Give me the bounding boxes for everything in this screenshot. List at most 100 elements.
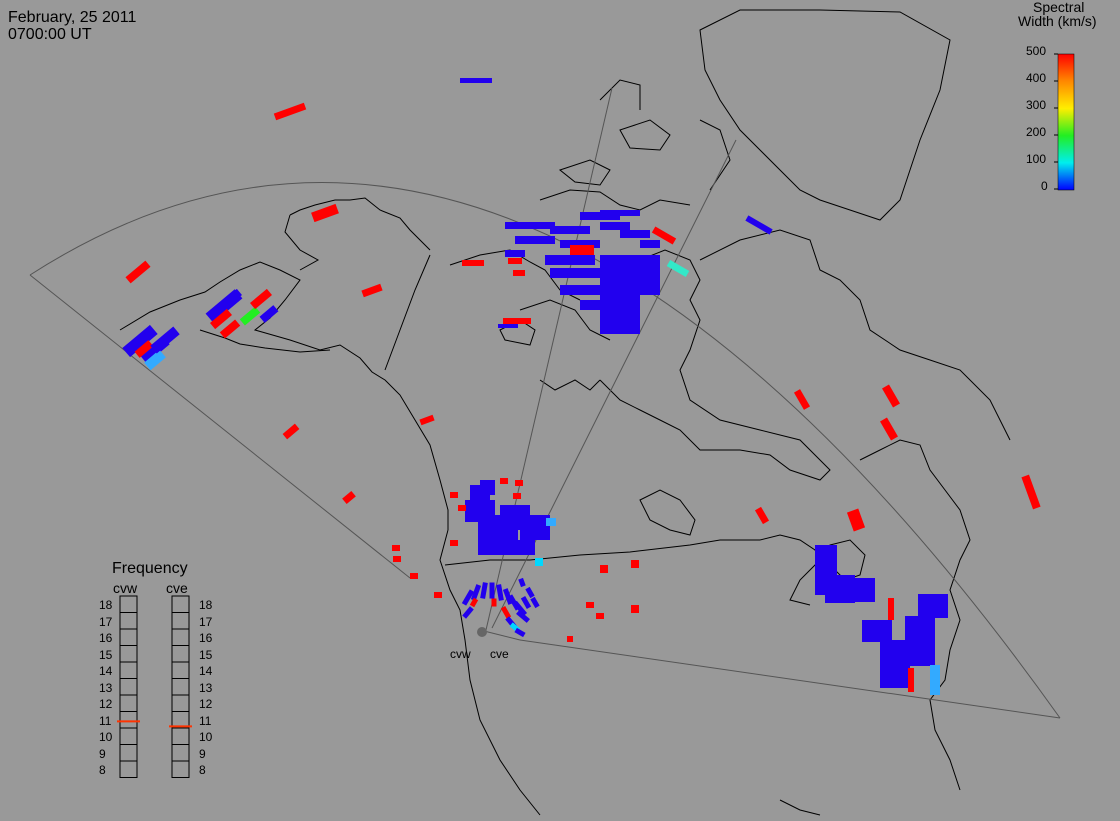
scatter-cell: [505, 222, 555, 229]
frequency-cell: [171, 628, 190, 646]
scatter-cell: [219, 319, 241, 339]
scatter-cell: [640, 240, 660, 248]
scatter-cell: [450, 540, 458, 546]
frequency-scale-label: 17: [199, 614, 213, 629]
frequency-scale-label: 15: [199, 647, 213, 662]
frequency-cell: [119, 760, 138, 778]
scatter-cell: [150, 326, 180, 354]
scatter-cell: [259, 305, 279, 323]
frequency-scale-label: 13: [199, 680, 213, 695]
colorbar-tick-label: 200: [1026, 125, 1047, 139]
colorbar-tick-label: 300: [1026, 98, 1047, 112]
frequency-scale-label: 18: [99, 598, 113, 612]
scatter-cell: [546, 518, 556, 526]
scatter-cell: [560, 240, 600, 248]
scatter-cell: [600, 290, 640, 334]
scatter-cell: [470, 584, 482, 601]
scatter-cell: [122, 324, 158, 358]
radar-label-cvw: cvw: [450, 647, 471, 661]
scatter-cell: [908, 668, 914, 692]
radar-label-cve: cve: [490, 647, 509, 661]
colorbar-gradient: [1057, 53, 1075, 191]
frequency-scale-label: 10: [199, 730, 213, 744]
scatter-cell: [567, 636, 573, 642]
scatter-cell: [500, 606, 512, 619]
scatter-cell: [510, 540, 535, 555]
scatter-cell: [535, 558, 543, 566]
scatter-cell: [508, 258, 522, 264]
scatter-cell: [419, 414, 435, 426]
scatter-cell: [1021, 474, 1041, 510]
scatter-cell: [505, 250, 525, 257]
scatter-cell: [550, 226, 590, 234]
frequency-scale-label: 11: [199, 713, 212, 728]
scatter-cell: [410, 573, 418, 579]
scatter-cell: [651, 226, 677, 245]
frequency-cvw-label: cvw: [113, 580, 138, 596]
scatter-cell: [239, 306, 261, 326]
frequency-scale-label: 11: [99, 713, 112, 728]
scatter-cell: [518, 577, 526, 588]
colorbar-title-line2: Width (km/s): [1018, 13, 1097, 29]
scatter-cell: [512, 600, 528, 617]
scatter-cell: [461, 589, 475, 606]
radar-site-marker: [477, 627, 487, 637]
scatter-cell: [745, 215, 773, 235]
scatter-cell: [496, 584, 504, 601]
coastlines: [119, 9, 1011, 816]
frequency-scale-label: 8: [99, 763, 106, 777]
scatter-cell: [882, 384, 900, 408]
time-label: 0700:00 UT: [8, 26, 92, 43]
frequency-cell: [171, 661, 190, 679]
scatter-cell: [460, 78, 492, 83]
scatter-cell: [513, 493, 521, 499]
scatter-cell: [550, 268, 610, 278]
frequency-scale-label: 16: [199, 631, 213, 645]
frequency-scale-label: 14: [99, 664, 113, 678]
scatter-cell: [144, 349, 166, 371]
scatter-cell: [793, 389, 811, 410]
scatter-cell: [282, 423, 300, 440]
frequency-cell: [119, 661, 138, 679]
scatter-cell: [480, 480, 495, 495]
scatter-cell: [462, 260, 484, 266]
scatter-cell: [918, 594, 948, 618]
scatter-cell: [525, 586, 535, 599]
frequency-cve-label: cve: [166, 580, 188, 596]
scatter-cell: [434, 592, 442, 598]
frequency-cell: [171, 744, 190, 762]
frequency-title: Frequency: [112, 560, 188, 577]
colorbar-tick-label: 400: [1026, 71, 1047, 85]
frequency-cell: [119, 595, 138, 613]
scatter-cell: [596, 613, 604, 619]
frequency-cell: [119, 645, 138, 663]
scatter-cell: [393, 556, 401, 562]
scatter-cell: [469, 597, 479, 608]
frequency-cell: [119, 694, 138, 712]
scatter-cell: [560, 285, 620, 295]
frequency-scale-label: 16: [99, 631, 113, 645]
scatter-cells: [122, 78, 1041, 695]
frequency-scale-label: 17: [99, 614, 113, 629]
scatter-cell: [500, 478, 508, 484]
scatter-cell: [462, 606, 474, 619]
scatter-cell: [930, 665, 940, 695]
frequency-scale-label: 15: [99, 647, 113, 662]
scatter-cell: [862, 620, 892, 642]
scatter-cell: [520, 596, 532, 609]
scatter-cell: [515, 236, 555, 244]
colorbar-tick-label: 100: [1026, 152, 1047, 166]
scatter-cell: [134, 340, 154, 358]
frequency-scale-label: 18: [199, 598, 213, 612]
frequency-cell: [171, 760, 190, 778]
scatter-cell: [480, 582, 488, 599]
frequency-scale-label: 10: [99, 730, 113, 744]
scatter-cell: [516, 610, 530, 623]
scatter-cell: [515, 480, 523, 486]
colorbar-tick-label: 0: [1041, 179, 1048, 193]
scatter-cell: [666, 259, 690, 278]
scatter-cell: [631, 560, 639, 568]
colorbar-ticks: [1054, 53, 1058, 190]
scatter-cell: [210, 308, 232, 330]
colorbar-title-line1: Spectral: [1033, 0, 1085, 15]
